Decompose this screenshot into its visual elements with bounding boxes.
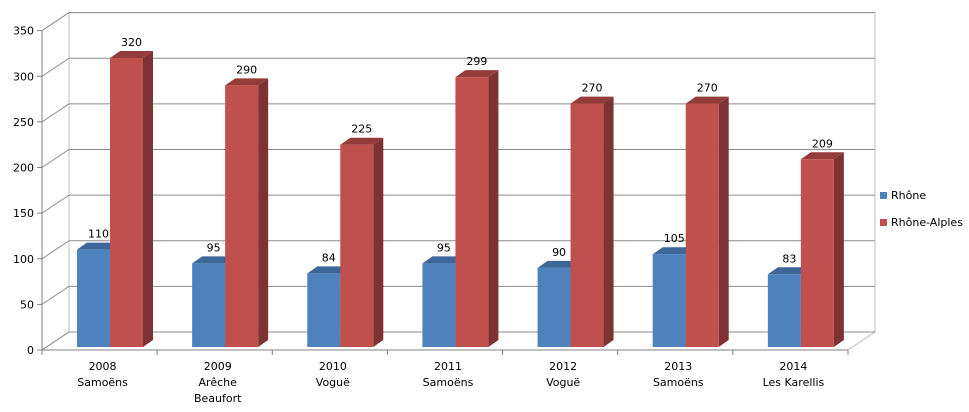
x-tick-label: 2009 Arêche Beaufort	[194, 360, 242, 405]
y-tick-label: 200	[13, 162, 34, 175]
legend-label-rhone-alples: Rhône-Alples	[891, 215, 963, 229]
x-tick-label: 2014 Les Karellis	[763, 360, 825, 389]
x-tick-label: 2012 Voguë	[546, 360, 580, 389]
data-label: 299	[466, 55, 487, 68]
y-axis: 0 50 100 150 200 250 300 350	[13, 25, 43, 357]
bar-top	[652, 247, 696, 255]
bar-top	[192, 256, 236, 264]
bar-front	[340, 144, 374, 347]
bars	[77, 51, 844, 347]
x-tick-label: 2010 Voguë	[316, 360, 350, 389]
bar-front	[685, 103, 719, 347]
bar-rhone-alples	[570, 96, 614, 347]
bar-side	[143, 51, 153, 347]
data-label: 110	[88, 228, 109, 241]
bar-rhone-alples	[455, 70, 499, 347]
bar-top	[77, 242, 120, 250]
legend-item-rhone: Rhône	[880, 188, 963, 202]
bar-top	[800, 152, 844, 160]
bar-front	[422, 263, 456, 347]
x-tick-label: 2008 Samoëns	[77, 360, 128, 389]
bar-top	[685, 96, 729, 104]
bar-side	[488, 70, 499, 347]
bar-top	[110, 51, 153, 58]
x-tick-label: 2011 Samoëns	[423, 360, 474, 389]
bar-front	[110, 58, 143, 347]
data-label: 270	[697, 82, 718, 95]
bar-rhone-alples	[800, 152, 844, 347]
bar-front	[455, 77, 489, 347]
data-labels: 110 320 95 290 84 225 95 299 90 270 105 270 83 209	[88, 36, 833, 265]
gridline	[41, 12, 875, 32]
data-label: 95	[437, 241, 451, 254]
bar-front	[192, 263, 226, 347]
data-label: 209	[812, 137, 833, 150]
y-tick-label: 50	[20, 298, 34, 311]
y-tick-label: 350	[13, 25, 34, 38]
data-label: 225	[351, 123, 372, 136]
legend-label-rhone: Rhône	[891, 188, 927, 202]
data-label: 90	[552, 246, 566, 259]
bar-top	[767, 267, 811, 275]
bar-top	[307, 266, 351, 274]
y-tick-label: 100	[13, 253, 34, 266]
bar-front	[307, 273, 341, 347]
bar-rhone-alples	[685, 96, 729, 347]
bar-side	[603, 96, 614, 347]
legend: Rhône Rhône-Alples	[880, 188, 963, 242]
bar-front	[570, 103, 604, 347]
legend-swatch-rhone	[880, 191, 887, 199]
y-tick-label: 300	[13, 70, 34, 83]
bar-top	[225, 78, 269, 86]
bar-front	[800, 159, 834, 347]
bar-front	[77, 249, 110, 347]
bar-top	[340, 137, 384, 145]
legend-item-rhone-alples: Rhône-Alples	[880, 215, 963, 229]
bar-top	[455, 70, 499, 78]
bar-side	[258, 78, 269, 347]
bar-rhone-alples	[225, 78, 269, 347]
data-label: 290	[236, 63, 257, 76]
bar-front	[537, 267, 571, 347]
legend-swatch-rhone-alples	[880, 218, 887, 226]
bar-top	[422, 256, 466, 264]
bar-front	[225, 85, 259, 347]
data-label: 95	[207, 241, 221, 254]
data-label: 270	[582, 82, 603, 95]
gridline	[41, 57, 875, 77]
bar-rhone-alples	[340, 137, 384, 347]
x-tick-label: 2013 Samoëns	[653, 360, 704, 389]
bar-front	[767, 274, 801, 347]
bar-side	[833, 152, 844, 347]
data-label: 84	[322, 251, 336, 264]
data-label: 320	[121, 36, 142, 49]
y-tick-label: 0	[27, 344, 34, 357]
y-tick-label: 250	[13, 116, 34, 129]
bar-front	[652, 254, 686, 347]
side-wall	[41, 11, 70, 351]
x-axis: 2008 Samoëns 2009 Arêche Beaufort 2010 Voguë 20…	[41, 349, 849, 405]
data-label: 105	[664, 232, 685, 245]
bar-top	[570, 96, 614, 104]
bar-side	[718, 96, 729, 347]
y-tick-label: 150	[13, 207, 34, 220]
data-label: 83	[782, 252, 796, 265]
bar-top	[537, 260, 581, 268]
bar-rhone-alples	[110, 51, 153, 347]
bar-side	[373, 137, 384, 347]
